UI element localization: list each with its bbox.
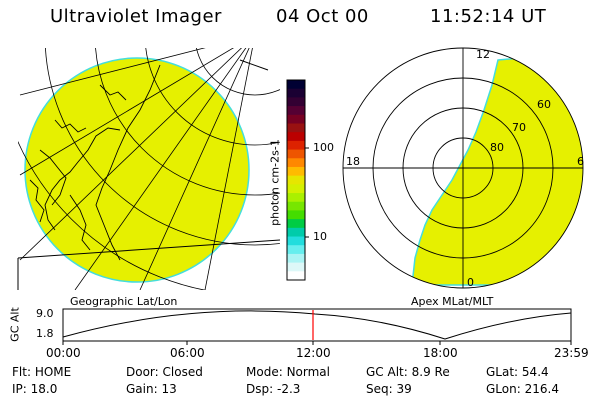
coastline [29,64,161,261]
colorbar-swatch [287,271,305,281]
xtick-0600: 06:00 [170,346,205,360]
status-gain: Gain: 13 [126,382,177,396]
mlat-label-70: 70 [512,121,526,134]
status-seq: Seq: 39 [366,382,412,396]
xtick-0000: 00:00 [46,346,81,360]
colorbar-swatch [287,158,305,168]
mlt-label-18: 18 [346,155,360,168]
colorbar-swatch [287,201,305,211]
colorbar-frame [286,79,306,281]
colorbar-swatch [287,227,305,238]
colorbar-swatch [287,262,305,272]
colorbar-swatch [287,88,305,98]
colorbar-swatch [287,80,305,90]
status-gc-alt: GC Alt: 8.9 Re [366,365,450,379]
status-glat: GLat: 54.4 [486,365,549,379]
colorbar-tick-10: 10 [313,230,327,243]
colorbar-tick-100: 100 [313,141,334,154]
xtick-2359: 23:59 [554,346,589,360]
status-mode: Mode: Normal [246,365,330,379]
altitude-ytick-max: 9.0 [36,307,54,320]
mlat-label-60: 60 [537,98,551,111]
polar-panel-label: Apex MLat/MLT [411,295,494,308]
colorbar-swatch [287,149,305,159]
mlt-label-0: 0 [467,276,474,289]
date-readout: 04 Oct 00 [276,6,369,27]
status-door: Door: Closed [126,365,203,379]
colorbar-swatch [287,210,305,220]
geo-grid [18,48,280,290]
altitude-ylabel: GC Alt [8,307,22,342]
status-ip: IP: 18.0 [12,382,58,396]
status-dsp: Dsp: -2.3 [246,382,301,396]
colorbar-swatch [287,123,305,133]
xtick-1200: 12:00 [296,346,331,360]
instrument-title: Ultraviolet Imager [50,6,222,27]
colorbar-swatch [287,97,305,107]
colorbar-swatch [287,175,305,185]
colorbar-swatch [287,253,305,264]
status-flt: Flt: HOME [12,365,72,379]
mlt-label-12: 12 [476,48,490,61]
colorbar-swatch [287,106,305,116]
mlt-label-6: 6 [577,155,584,168]
geo-emission-disk [24,57,250,283]
altitude-curve [62,310,572,340]
altitude-plot-frame [62,308,572,342]
colorbar-swatch [287,132,305,142]
colorbar-swatch [287,219,305,229]
colorbar-swatch [287,114,305,124]
colorbar-swatch [287,193,305,203]
status-glon: GLon: 216.4 [486,382,559,396]
xtick-1800: 18:00 [423,346,458,360]
colorbar-swatch [287,236,305,246]
colorbar-swatch [287,184,305,194]
mlat-label-80: 80 [490,141,504,154]
geo-frame [17,59,281,290]
colorbar-swatch [287,166,305,177]
altitude-ytick-min: 1.8 [36,327,54,340]
colorbar-swatch [287,245,305,255]
polar-grid [342,47,584,289]
time-readout: 11:52:14 UT [430,6,547,27]
colorbar-swatch [287,140,305,151]
geo-panel-label: Geographic Lat/Lon [70,295,178,308]
